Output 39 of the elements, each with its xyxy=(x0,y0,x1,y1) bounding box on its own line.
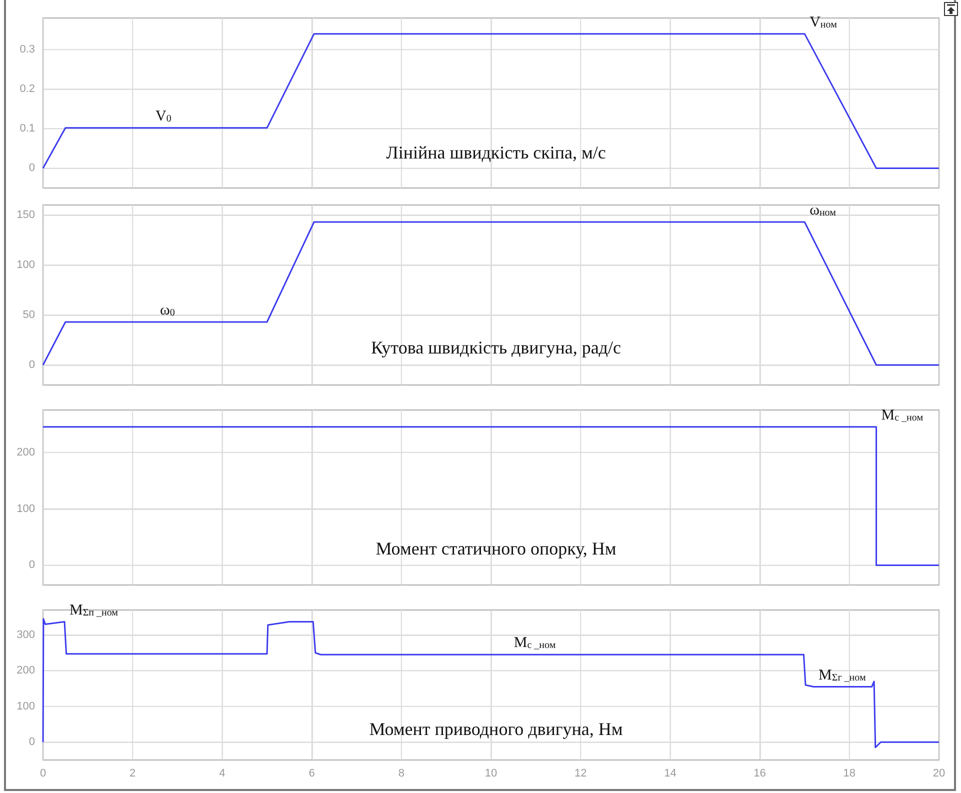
annotation: ωном xyxy=(810,202,837,218)
y-tick-label: 0 xyxy=(28,736,35,748)
x-tick-label: 14 xyxy=(664,768,676,780)
y-tick-label: 100 xyxy=(16,259,35,271)
annotation: MΣг _ном xyxy=(818,667,866,684)
line-series xyxy=(42,618,940,748)
x-tick-label: 0 xyxy=(40,768,46,780)
y-tick-label: 0 xyxy=(28,359,35,371)
annotation: Mc _ном xyxy=(514,635,556,652)
text: Лінійна швидкість скіпа, м/с xyxy=(386,142,606,163)
y-tick-label: 100 xyxy=(16,502,35,515)
y-tick-label: 300 xyxy=(16,629,35,641)
x-tick-label: 2 xyxy=(130,768,136,780)
y-tick-label: 200 xyxy=(16,664,35,677)
annotation: Mc _ном xyxy=(881,407,924,424)
text: Кутова швидкість двигуна, рад/с xyxy=(371,337,621,358)
y-tick-label: 0.1 xyxy=(20,122,35,135)
x-tick-label: 8 xyxy=(398,768,404,780)
annotation: V0 xyxy=(156,108,172,124)
annotation: Vном xyxy=(810,14,838,30)
annotation: MΣп _ном xyxy=(70,602,119,618)
annotation: ω0 xyxy=(160,302,175,318)
text: Момент статичного опорку, Нм xyxy=(376,538,616,558)
y-tick-label: 0.2 xyxy=(20,83,35,96)
x-tick-label: 4 xyxy=(219,768,226,780)
y-tick-label: 150 xyxy=(16,209,35,221)
y-tick-label: 0 xyxy=(28,559,35,572)
y-tick-label: 0.3 xyxy=(20,44,35,56)
x-tick-label: 20 xyxy=(932,768,946,780)
y-tick-label: 200 xyxy=(16,446,35,458)
y-tick-label: 100 xyxy=(16,700,35,712)
x-tick-label: 12 xyxy=(574,768,587,780)
x-tick-label: 10 xyxy=(484,768,498,780)
text: Момент приводного двигуна, Нм xyxy=(369,719,623,739)
y-tick-label: 0 xyxy=(28,162,35,174)
x-tick-label: 18 xyxy=(843,768,856,780)
x-tick-label: 6 xyxy=(308,768,315,780)
y-tick-label: 50 xyxy=(22,309,35,321)
x-tick-label: 16 xyxy=(754,768,766,780)
